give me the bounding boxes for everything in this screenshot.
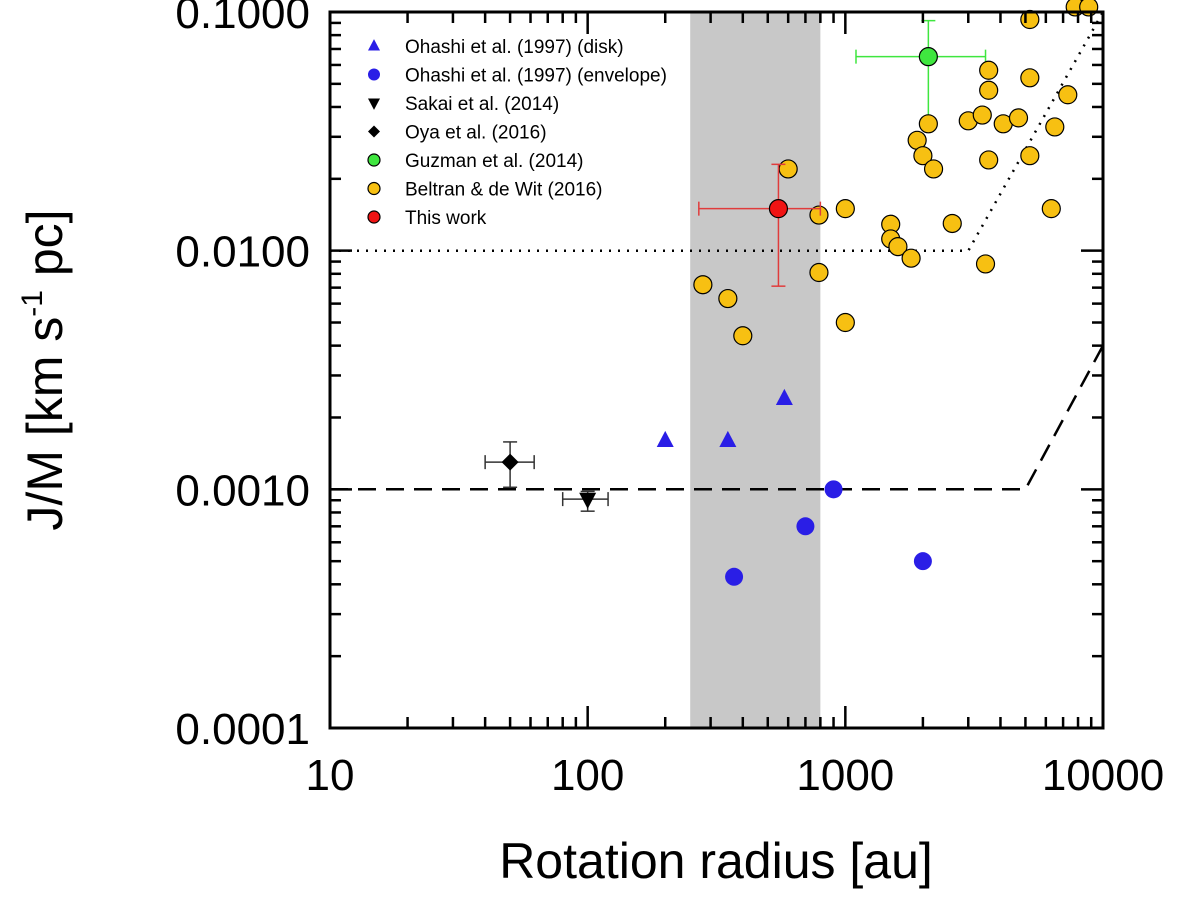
data-points [484, 0, 1099, 586]
dashed-reference-line [330, 345, 1103, 491]
data-point [918, 114, 938, 134]
data-point [1079, 0, 1099, 17]
series-1 [725, 480, 932, 586]
y-tick-label: 0.0100 [175, 228, 310, 277]
x-tick-label: 10000 [1042, 751, 1164, 800]
data-point [835, 312, 855, 333]
data-point [733, 326, 753, 346]
data-point [913, 552, 932, 571]
legend-marker [368, 68, 380, 81]
data-point [979, 80, 999, 100]
data-point [923, 159, 944, 179]
data-point [975, 254, 996, 274]
data-point [1045, 117, 1065, 137]
data-point [796, 517, 815, 536]
legend-marker [367, 153, 381, 167]
tick-labels: 10 100 1000 10000 0.0001 0.0010 0.0100 0.1000 [175, 0, 1164, 800]
data-point [775, 388, 793, 405]
data-point [1020, 146, 1040, 166]
data-point [918, 47, 938, 67]
data-point [778, 159, 798, 179]
data-point [725, 567, 744, 586]
x-tick-label: 1000 [796, 751, 894, 800]
axis-ticks [328, 12, 1105, 730]
legend-label: Sakai et al. (2014) [405, 94, 559, 115]
data-point [901, 248, 921, 268]
legend-marker [368, 39, 380, 51]
series-6 [698, 163, 822, 287]
data-point [824, 480, 843, 499]
series-3 [484, 441, 535, 489]
data-point [1058, 85, 1078, 105]
legend-label: This work [405, 208, 487, 229]
x-tick-label: 10 [306, 751, 355, 800]
legend-label: Beltran & de Wit (2016) [405, 180, 602, 201]
x-tick-label: 100 [551, 751, 624, 800]
shaded-region [690, 12, 821, 728]
y-axis-title-exponent: -1 [16, 290, 49, 317]
data-point [913, 146, 933, 166]
y-tick-label: 0.0001 [175, 705, 310, 754]
series-0 [656, 388, 793, 447]
series-2 [561, 490, 609, 512]
y-axis-title-unit: pc] [17, 209, 73, 290]
plot-frame [328, 10, 1105, 730]
legend-label: Guzman et al. (2014) [405, 151, 583, 172]
data-point [579, 492, 597, 509]
data-point [835, 199, 855, 219]
legend-marker [368, 125, 380, 138]
data-point [809, 205, 829, 225]
legend-label: Ohashi et al. (1997) (envelope) [405, 66, 667, 87]
reference-lines [330, 12, 1103, 491]
data-point [888, 237, 908, 257]
legend-label: Oya et al. (2016) [405, 123, 547, 144]
data-point [693, 275, 713, 295]
data-point [942, 213, 962, 234]
legend-marker [368, 98, 380, 110]
series-4 [855, 19, 987, 119]
background-layer [690, 12, 821, 728]
data-point [972, 105, 992, 125]
series-5 [693, 0, 1099, 346]
data-point [979, 60, 999, 80]
data-point [1041, 199, 1061, 219]
data-point [1008, 108, 1029, 128]
data-point [501, 453, 519, 471]
plot-area [330, 0, 1103, 728]
legend-label: Ohashi et al. (1997) (disk) [405, 37, 624, 58]
legend-marker [367, 210, 381, 224]
data-point [768, 199, 789, 219]
legend: Ohashi et al. (1997) (disk) Ohashi et al.… [367, 37, 667, 229]
y-axis-title: J/M [km s-1 pc] [16, 209, 73, 530]
data-point [656, 430, 674, 447]
y-tick-label: 0.0010 [175, 466, 310, 515]
legend-marker [367, 181, 381, 196]
x-axis-title: Rotation radius [au] [499, 833, 933, 889]
y-tick-label: 0.1000 [175, 0, 310, 38]
data-point [719, 430, 737, 447]
data-point [979, 150, 999, 170]
data-point [809, 262, 829, 283]
y-axis-title-main: J/M [km s [17, 317, 73, 531]
data-point [718, 288, 738, 309]
data-point [1020, 68, 1040, 88]
